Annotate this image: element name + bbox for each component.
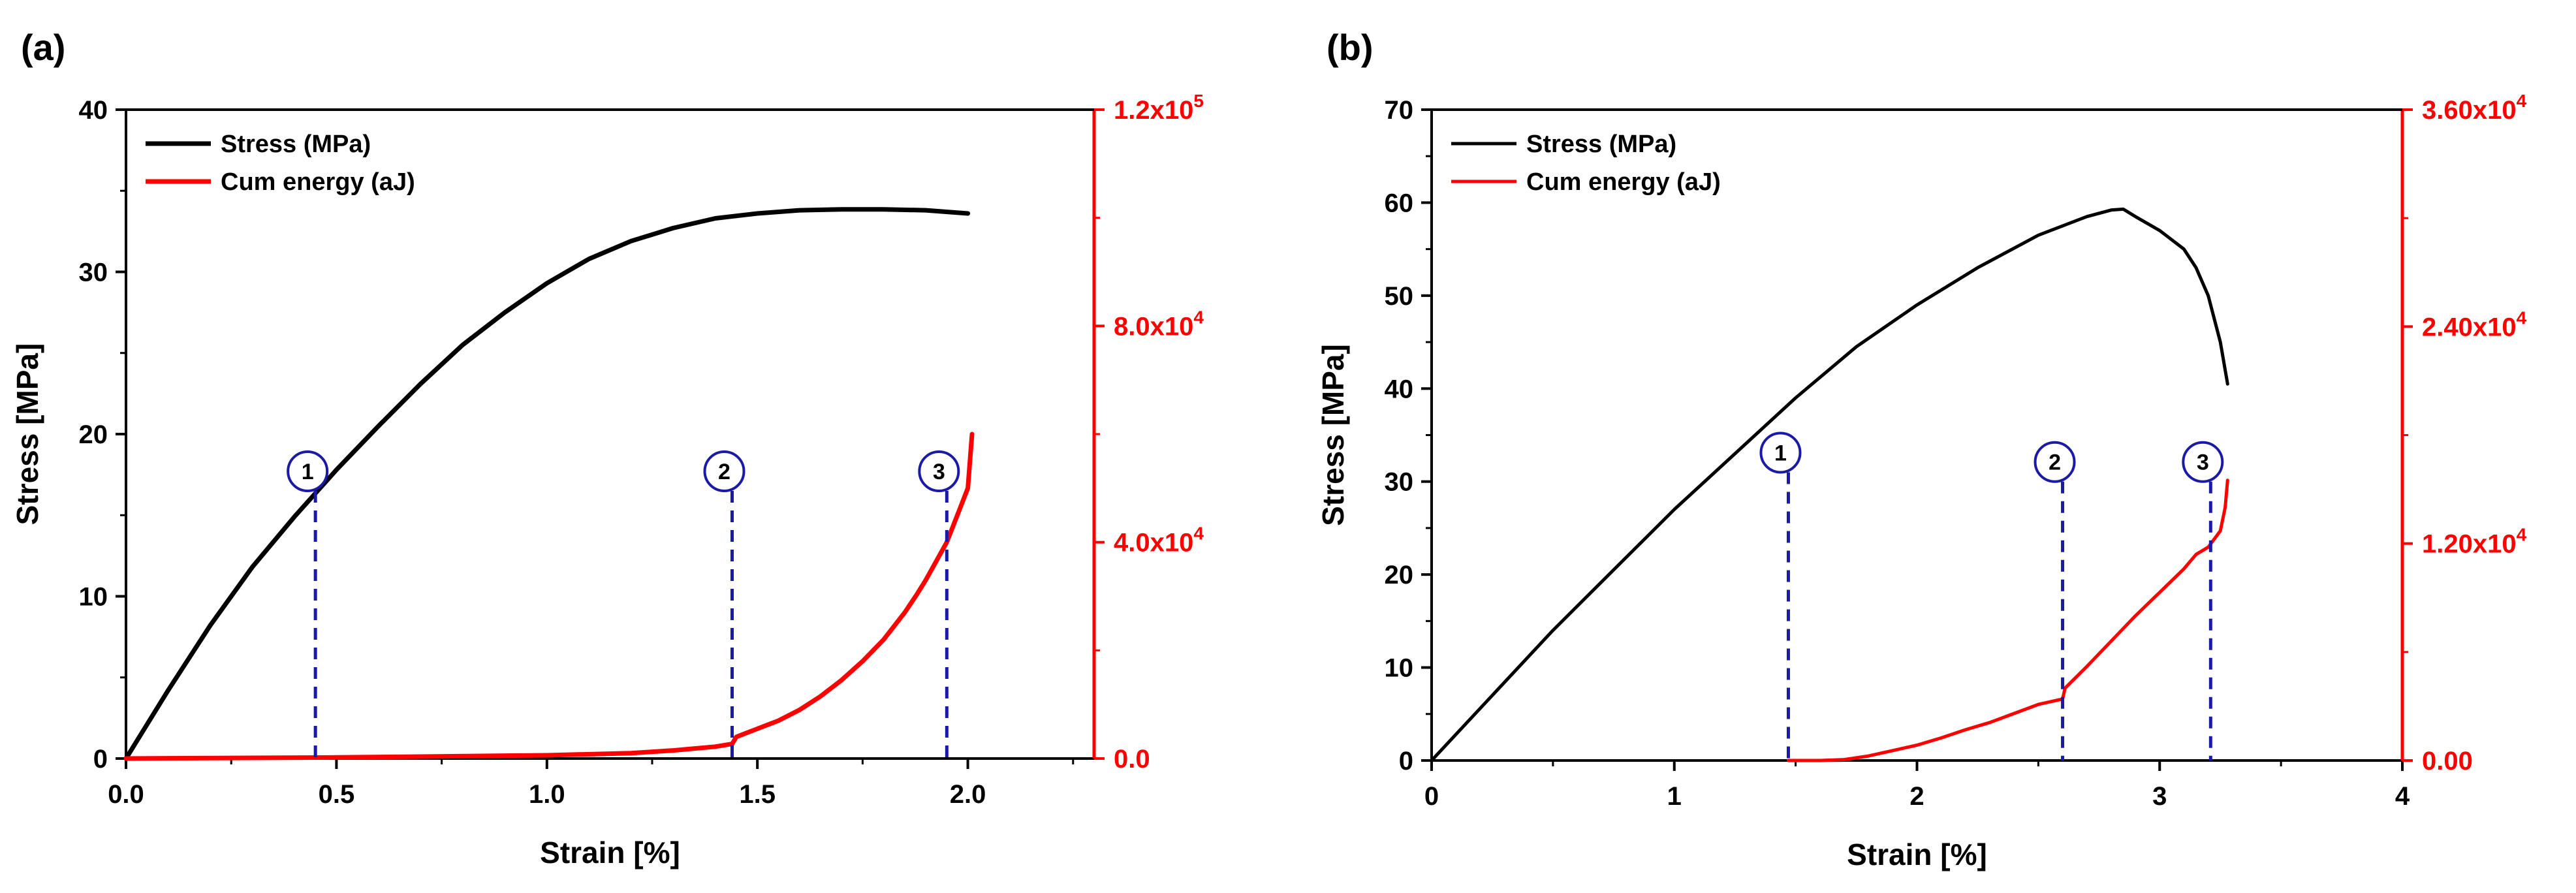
- marker-circle: [287, 450, 329, 492]
- x-tick-label: 4: [2395, 782, 2410, 811]
- legend-label: Stress (MPa): [1526, 131, 1676, 158]
- y-tick-label: 20: [1385, 561, 1414, 589]
- marker-label: 3: [2197, 450, 2209, 475]
- y-axis-title: Stress [MPa]: [1316, 344, 1350, 526]
- y-axis-title: Stress [MPa]: [10, 343, 44, 525]
- y2-tick-label: 1.20x104: [2422, 525, 2527, 559]
- y2-tick-label-base: 2.40x10: [2422, 313, 2517, 341]
- legend: Stress (MPa) Cum energy (aJ): [146, 131, 415, 196]
- marker-circle: [1759, 431, 1802, 474]
- panel-b: (b)0 1 2 3 40102030405060700.001.20x1042.40x…: [1316, 27, 2527, 871]
- x-tick-label: 1.0: [529, 780, 565, 809]
- marker-label: 2: [718, 460, 730, 484]
- stress-line: [123, 207, 971, 761]
- panel-label: (a): [21, 27, 65, 68]
- y-tick-label: 20: [79, 420, 108, 449]
- y2-tick-label-base: 1.20x10: [2422, 530, 2517, 559]
- x-tick-label: 0.0: [108, 780, 144, 809]
- y-tick-label: 10: [1385, 654, 1414, 683]
- y2-tick-label-base: 8.0x10: [1114, 312, 1193, 341]
- x-axis-title: Strain [%]: [1847, 838, 1987, 871]
- x-tick-label: 2: [1909, 782, 1924, 811]
- x-tick-label: 0.5: [319, 780, 355, 809]
- y-tick-label: 70: [1385, 96, 1414, 125]
- y2-tick-label-base: 4.0x10: [1114, 529, 1193, 557]
- y2-tick-label-exponent: 4: [2517, 307, 2527, 328]
- y-tick-label: 0: [93, 745, 108, 774]
- marker-1: 1: [287, 450, 329, 759]
- y2-tick-label-exponent: 4: [1193, 307, 1204, 327]
- marker-circle: [2182, 441, 2224, 483]
- marker-3: 3: [918, 450, 960, 759]
- y-tick-label: 50: [1385, 282, 1414, 311]
- marker-label: 2: [2049, 450, 2061, 475]
- legend-label: Cum energy (aJ): [1526, 168, 1721, 196]
- cum-energy-line: [1787, 478, 2229, 762]
- y-tick-label: 40: [79, 96, 108, 125]
- panel-a: (a)0.0 0.5 1.0 1.5 2.00102030400.04.0x1048.0…: [10, 27, 1204, 870]
- legend-label: Stress (MPa): [221, 131, 371, 158]
- x-tick-label: 1: [1667, 782, 1682, 811]
- marker-circle: [2034, 441, 2076, 483]
- legend: Stress (MPa) Cum energy (aJ): [1451, 131, 1721, 196]
- y2-tick-label-base: 0.00: [2422, 747, 2473, 776]
- marker-circle: [703, 450, 746, 492]
- marker-label: 1: [302, 460, 314, 484]
- y2-tick-label-exponent: 4: [2517, 525, 2527, 545]
- y2-tick-label-exponent: 4: [1193, 524, 1204, 544]
- panel-label: (b): [1327, 27, 1374, 68]
- y2-tick-label-exponent: 5: [1193, 91, 1204, 111]
- y-tick-label: 60: [1385, 189, 1414, 217]
- y2-tick-label: 1.2x105: [1114, 91, 1204, 125]
- stress-line: [1430, 207, 2229, 762]
- marker-3: 3: [2182, 441, 2224, 760]
- y2-tick-label: 8.0x104: [1114, 307, 1204, 341]
- x-tick-label: 0: [1424, 782, 1439, 811]
- marker-label: 3: [933, 460, 945, 484]
- y2-tick-label-base: 1.2x10: [1114, 96, 1193, 125]
- y-tick-label: 30: [79, 258, 108, 287]
- y2-tick-label-base: 3.60x10: [2422, 96, 2517, 125]
- y2-tick-label-exponent: 4: [2517, 91, 2527, 111]
- cum-energy-line: [123, 431, 975, 761]
- y-tick-label: 10: [79, 583, 108, 612]
- y-tick-label: 40: [1385, 375, 1414, 403]
- x-tick-label: 3: [2152, 782, 2167, 811]
- y2-tick-label: 3.60x104: [2422, 91, 2527, 125]
- y-tick-label: 0: [1399, 747, 1413, 776]
- y2-tick-label: 0.0: [1114, 745, 1150, 774]
- marker-2: 2: [703, 450, 746, 759]
- y2-tick-label: 0.00: [2422, 747, 2473, 776]
- marker-1: 1: [1759, 431, 1802, 760]
- y2-tick-label: 2.40x104: [2422, 307, 2527, 341]
- marker-label: 1: [1774, 441, 1787, 465]
- x-tick-label: 2.0: [950, 780, 986, 809]
- x-tick-label: 1.5: [739, 780, 776, 809]
- y2-tick-label: 4.0x104: [1114, 524, 1204, 557]
- x-axis-title: Strain [%]: [540, 836, 680, 870]
- y-tick-label: 30: [1385, 468, 1414, 497]
- marker-circle: [918, 450, 960, 492]
- marker-2: 2: [2034, 441, 2076, 760]
- y2-tick-label-base: 0.0: [1114, 745, 1150, 774]
- legend-label: Cum energy (aJ): [221, 168, 415, 196]
